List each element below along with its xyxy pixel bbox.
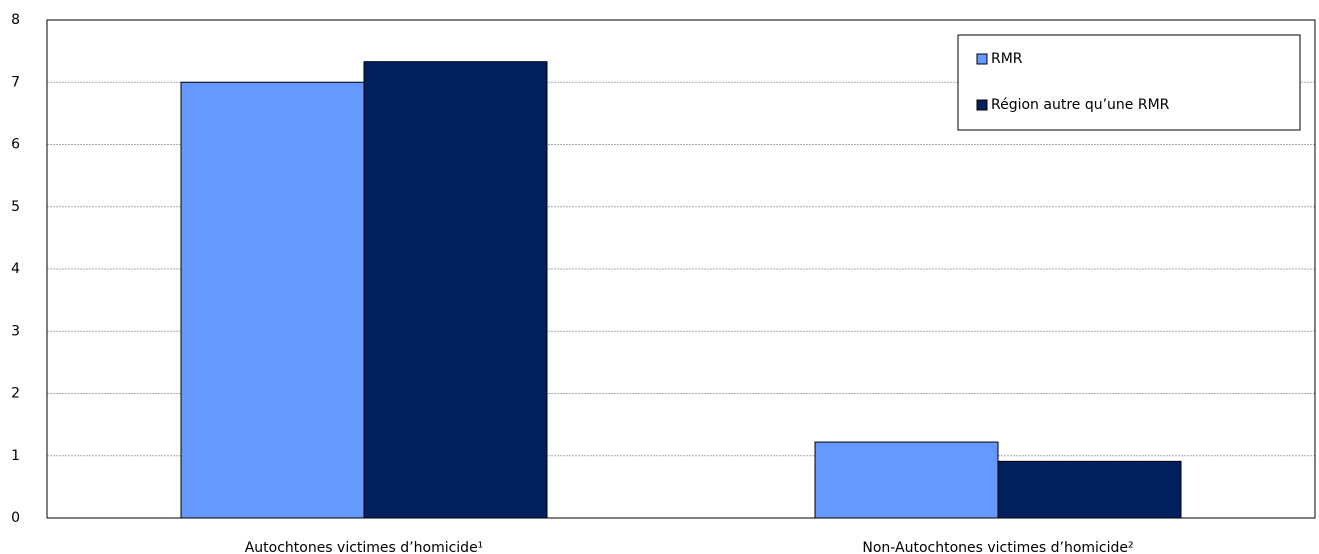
plot-frame xyxy=(46,19,1316,519)
y-tick-label: 8 xyxy=(11,12,20,28)
bar xyxy=(180,81,365,519)
y-tick-label: 7 xyxy=(11,74,20,90)
x-tick-label: Non-Autochtones victimes d’homicide² xyxy=(862,540,1133,554)
y-tick-label: 5 xyxy=(11,199,20,215)
y-tick-label: 4 xyxy=(11,261,20,277)
y-tick-label: 3 xyxy=(11,323,20,339)
legend-label: RMR xyxy=(991,51,1023,67)
y-tick-label: 2 xyxy=(11,386,20,402)
legend-swatch xyxy=(976,99,988,111)
x-tick-label: Autochtones victimes d’homicide¹ xyxy=(245,540,484,554)
y-tick-label: 6 xyxy=(11,137,20,153)
bar xyxy=(363,61,548,519)
legend-swatch xyxy=(976,53,988,65)
bar xyxy=(814,441,999,519)
legend-box xyxy=(957,34,1301,131)
y-tick-label: 1 xyxy=(11,448,20,464)
bar xyxy=(997,460,1182,519)
legend-label: Région autre qu’une RMR xyxy=(991,97,1170,113)
y-tick-label: 0 xyxy=(11,510,20,526)
